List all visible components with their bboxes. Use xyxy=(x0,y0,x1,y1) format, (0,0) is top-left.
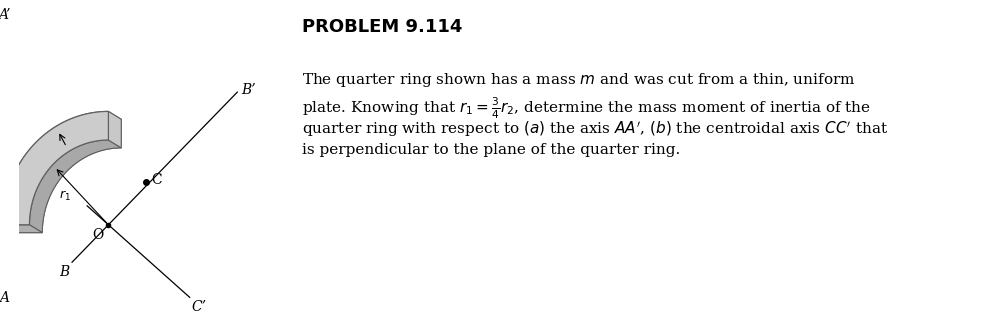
Text: C’: C’ xyxy=(191,300,207,314)
Polygon shape xyxy=(3,111,121,233)
Text: is perpendicular to the plane of the quarter ring.: is perpendicular to the plane of the qua… xyxy=(302,144,681,158)
Polygon shape xyxy=(3,111,108,225)
Polygon shape xyxy=(3,225,42,233)
Text: B: B xyxy=(59,265,69,279)
Text: A’: A’ xyxy=(0,8,10,22)
Polygon shape xyxy=(30,140,121,233)
Text: $r_1$: $r_1$ xyxy=(59,189,71,203)
Text: O: O xyxy=(93,228,103,242)
Polygon shape xyxy=(108,111,121,148)
Text: plate. Knowing that $r_1 = \frac{3}{4} r_2$, determine the mass moment of inerti: plate. Knowing that $r_1 = \frac{3}{4} r… xyxy=(302,95,871,121)
Text: quarter ring with respect to $(a)$ the axis $AA'$, $(b)$ the centroidal axis $CC: quarter ring with respect to $(a)$ the a… xyxy=(302,119,888,139)
Text: B’: B’ xyxy=(241,83,255,97)
Text: C: C xyxy=(152,173,163,187)
Text: A: A xyxy=(0,291,9,305)
Polygon shape xyxy=(16,119,121,233)
Text: PROBLEM 9.114: PROBLEM 9.114 xyxy=(302,18,463,36)
Text: $r_2$: $r_2$ xyxy=(64,124,76,138)
Text: The quarter ring shown has a mass $m$ and was cut from a thin, uniform: The quarter ring shown has a mass $m$ an… xyxy=(302,71,856,89)
